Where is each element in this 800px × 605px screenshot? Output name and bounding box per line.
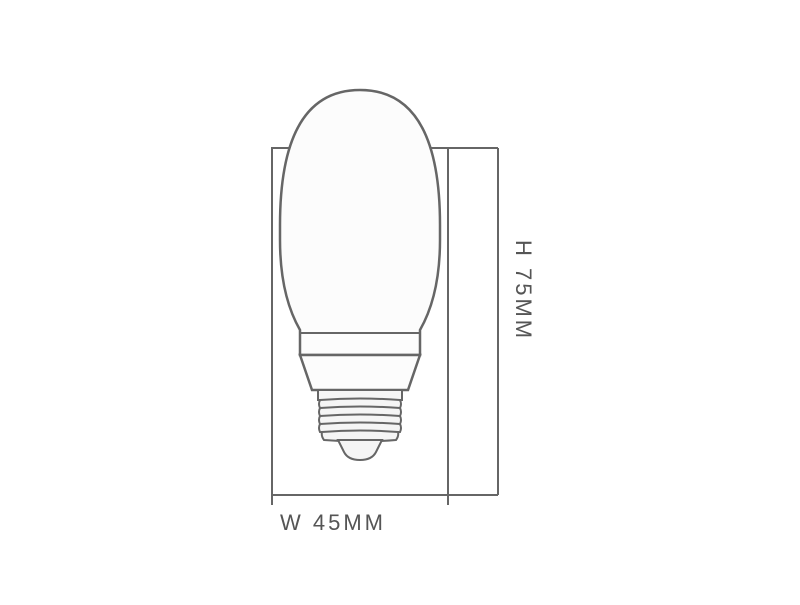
light-bulb — [280, 90, 440, 460]
bulb-lower-body — [300, 355, 420, 390]
technical-drawing: H 75MM W 45MM — [0, 0, 800, 600]
base-contact — [338, 440, 382, 460]
bulb-dome — [280, 90, 440, 355]
screw-base — [318, 390, 402, 460]
height-dimension-label: H 75MM — [510, 240, 536, 341]
bulb-diagram-svg — [0, 0, 800, 600]
width-dimension-label: W 45MM — [280, 510, 386, 536]
